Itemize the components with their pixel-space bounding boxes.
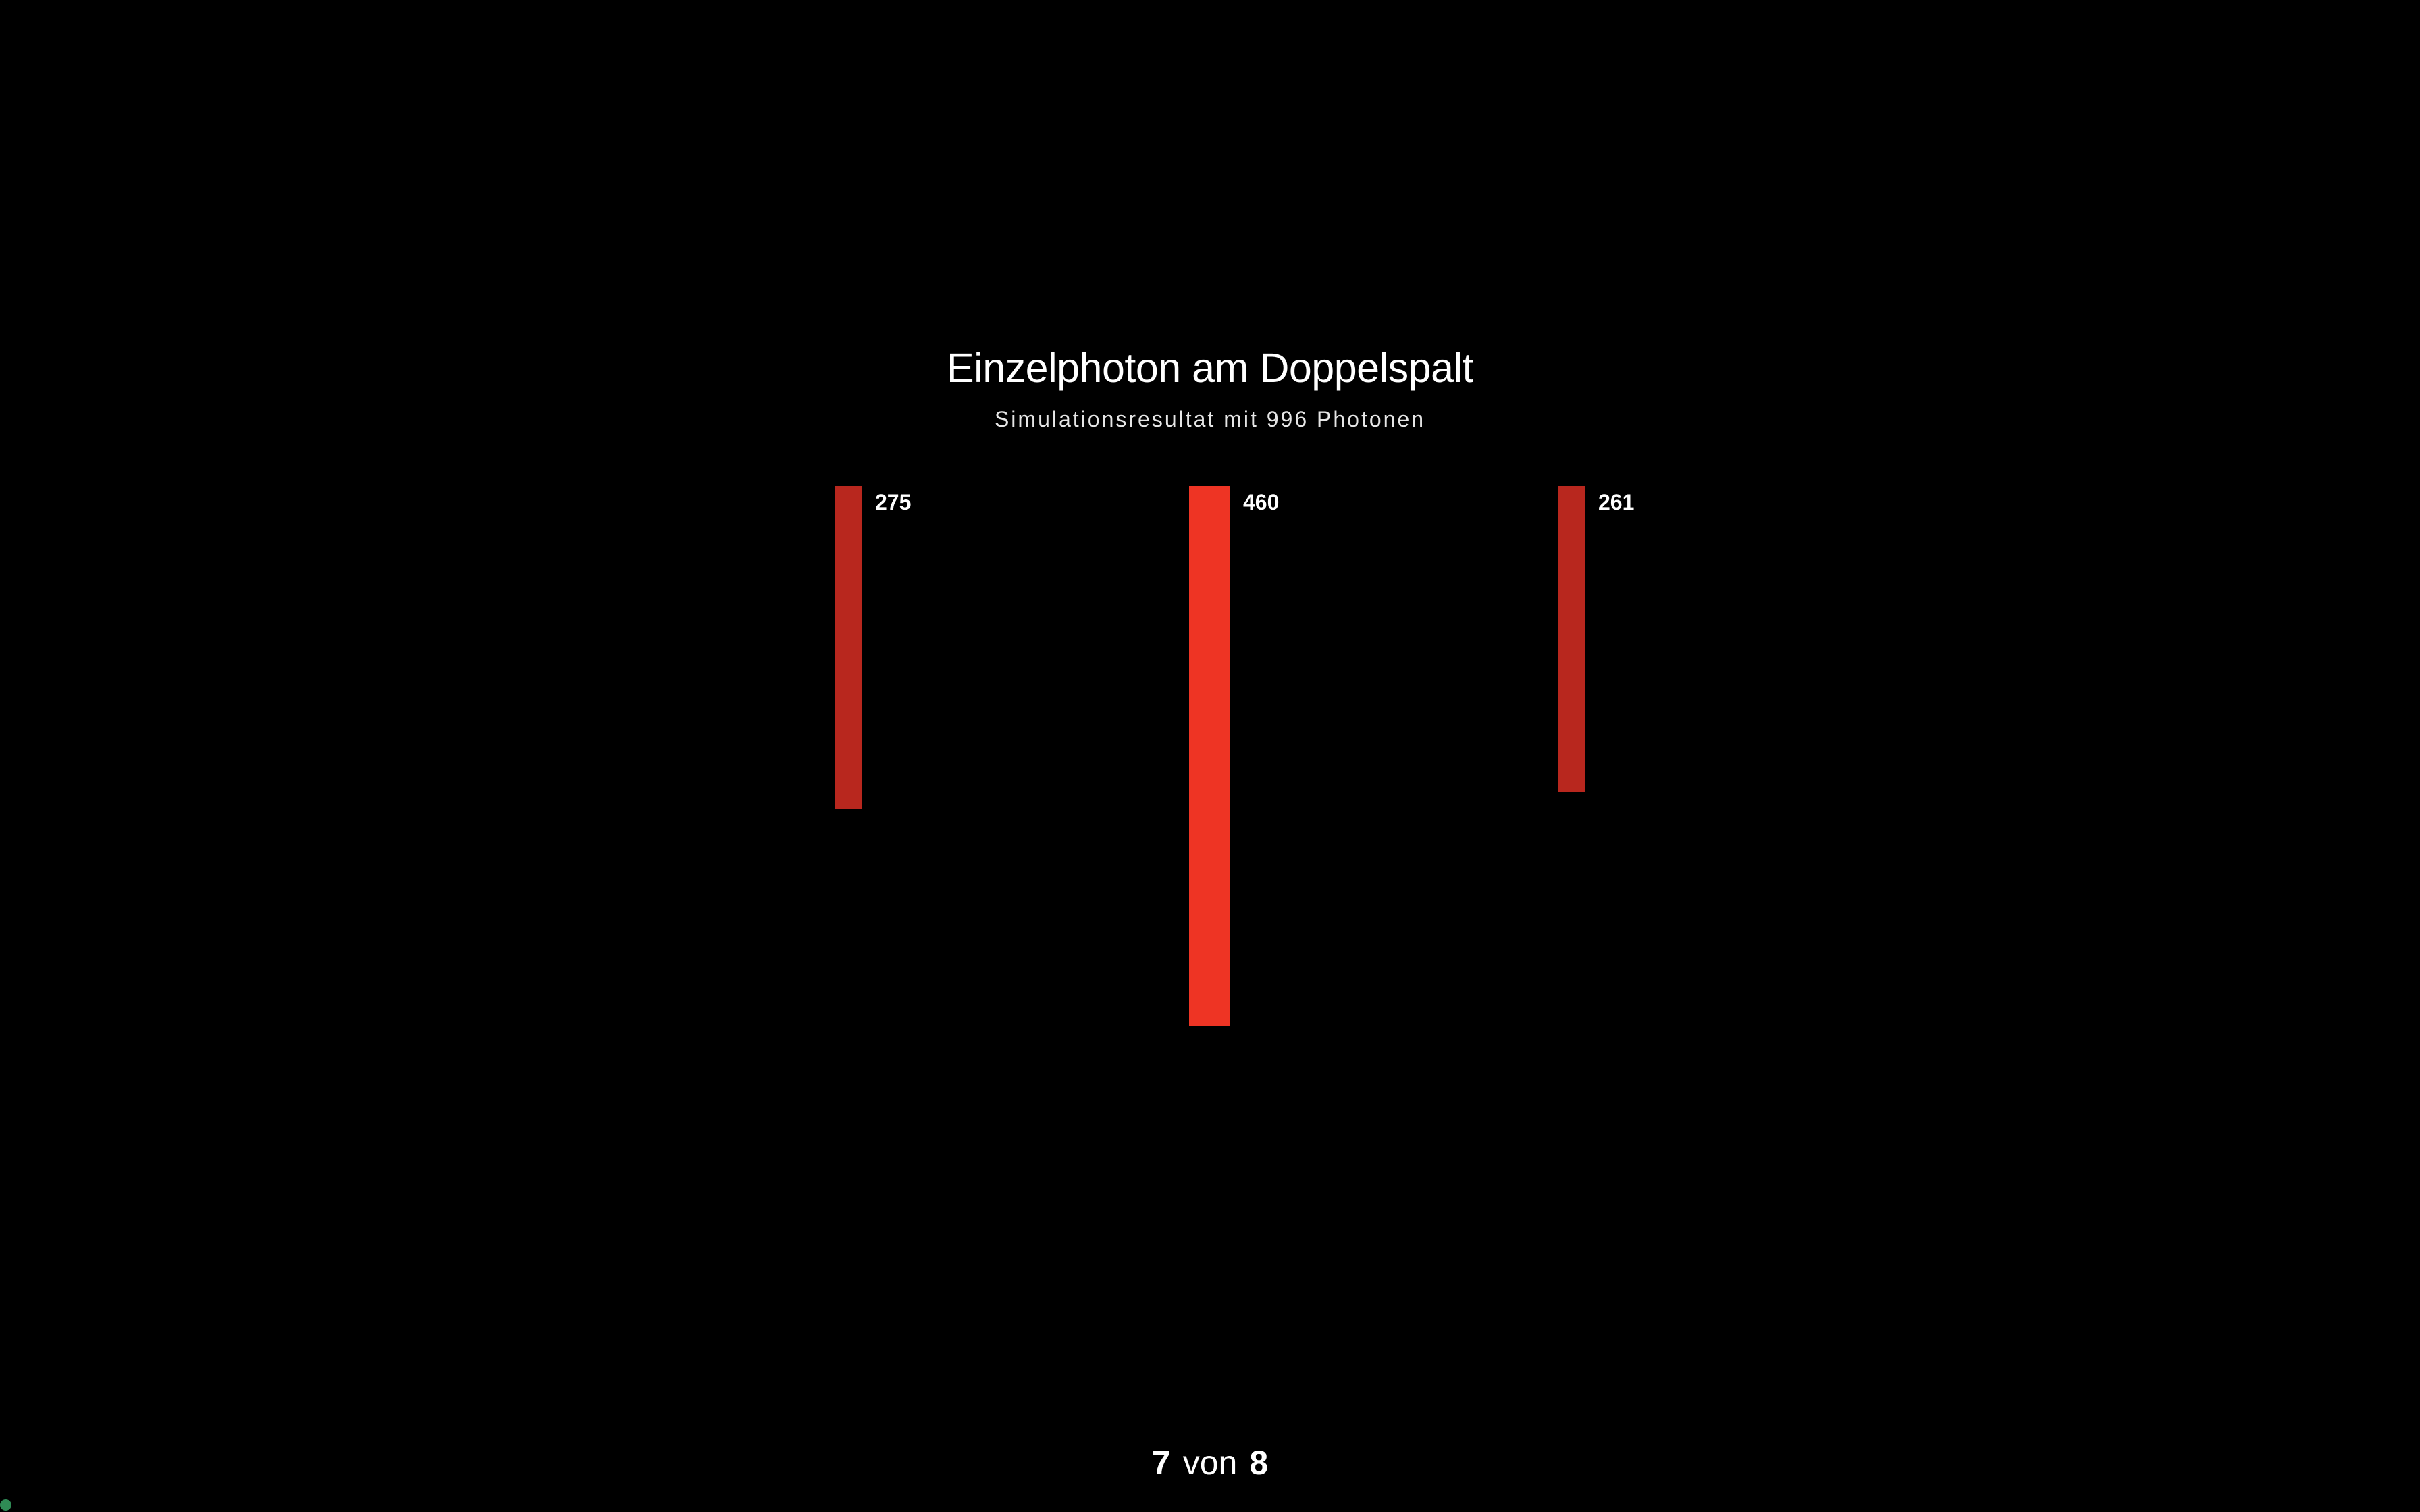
pager-current: 7 [1151,1444,1171,1482]
pager-total: 8 [1249,1444,1269,1482]
pager-word: von [1182,1444,1238,1482]
slide-pager: 7 von 8 [0,1443,2420,1482]
bar-1 [835,486,862,809]
bar-3 [1558,486,1585,792]
bar-2 [1189,486,1230,1026]
chart-subtitle: Simulationsresultat mit 996 Photonen [994,407,1426,431]
chart-title: Einzelphoton am Doppelspalt [946,345,1474,391]
bar-value-label-1: 275 [875,490,911,514]
bar-value-label-3: 261 [1598,490,1634,514]
status-indicator-dot [0,1499,11,1511]
bar-value-label-2: 460 [1243,490,1279,514]
